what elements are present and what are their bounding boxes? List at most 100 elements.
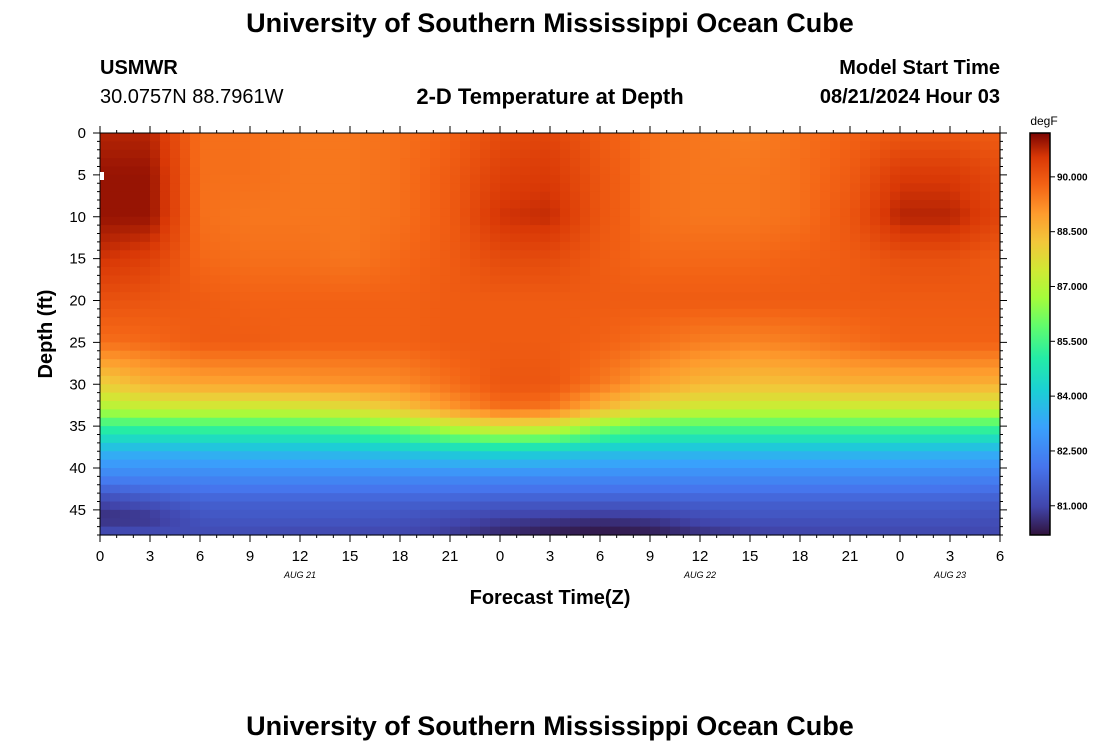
heatmap-cell [800,275,811,285]
heatmap-cell [630,158,641,168]
heatmap-cell [100,451,111,461]
heatmap-cell [480,300,491,310]
heatmap-cell [430,417,441,427]
heatmap-cell [590,501,601,511]
y-tick-label: 15 [69,251,86,268]
heatmap-cell [660,300,671,310]
heatmap-cell [620,359,631,369]
heatmap-cell [140,241,151,251]
heatmap-cell [940,133,951,142]
heatmap-cell [490,468,501,477]
heatmap-cell [540,200,551,209]
heatmap-cell [550,225,561,235]
heatmap-cell [230,484,241,494]
heatmap-cell [940,459,951,469]
heatmap-cell [620,434,631,444]
heatmap-cell [450,342,461,352]
heatmap-cell [680,468,691,477]
heatmap-cell [760,233,771,243]
heatmap-cell [960,174,971,184]
heatmap-cell [810,141,821,151]
heatmap-cell [160,384,171,394]
heatmap-cell [200,434,211,444]
heatmap-cell [260,526,271,536]
heatmap-cell [980,308,991,318]
heatmap-cell [870,334,881,343]
heatmap-cell [180,451,191,461]
heatmap-cell [120,442,131,452]
heatmap-cell [830,367,841,377]
heatmap-cell [110,149,121,159]
heatmap-cell [110,459,121,469]
heatmap-cell [550,350,561,360]
heatmap-cell [950,267,961,276]
heatmap-cell [830,174,841,184]
heatmap-cell [150,367,161,377]
heatmap-cell [910,208,921,218]
heatmap-cell [470,208,481,218]
heatmap-cell [180,325,191,335]
heatmap-cell [550,501,561,511]
heatmap-cell [360,191,371,201]
heatmap-cell [480,174,491,184]
heatmap-cell [450,518,461,528]
heatmap-cell [960,250,971,260]
heatmap-cell [730,451,741,461]
heatmap-cell [730,484,741,494]
heatmap-cell [880,300,891,310]
heatmap-cell [110,283,121,293]
heatmap-cell [240,292,251,302]
heatmap-cell [750,308,761,318]
heatmap-cell [100,292,111,302]
heatmap-cell [810,426,821,436]
heatmap-cell [680,174,691,184]
heatmap-cell [590,359,601,369]
heatmap-cell [110,267,121,276]
heatmap-cell [960,233,971,243]
heatmap-cell [900,166,911,176]
heatmap-cell [870,216,881,226]
heatmap-cell [150,325,161,335]
heatmap-cell [220,275,231,285]
heatmap-cell [440,401,451,410]
heatmap-cell [130,275,141,285]
heatmap-cell [260,233,271,243]
heatmap-cell [290,342,301,352]
heatmap-cell [510,526,521,536]
heatmap-cell [690,359,701,369]
heatmap-cell [710,359,721,369]
heatmap-cell [590,426,601,436]
heatmap-cell [260,375,271,385]
heatmap-cell [420,191,431,201]
heatmap-cell [180,292,191,302]
heatmap-cell [450,183,461,193]
heatmap-cell [580,342,591,352]
heatmap-cell [850,267,861,276]
heatmap-cell [630,225,641,235]
heatmap-cell [920,174,931,184]
heatmap-cell [200,409,211,419]
heatmap-cell [480,401,491,410]
heatmap-cell [730,300,741,310]
heatmap-cell [320,484,331,494]
heatmap-cell [580,434,591,444]
heatmap-cell [910,275,921,285]
heatmap-cell [100,359,111,369]
heatmap-cell [570,342,581,352]
heatmap-cell [130,191,141,201]
heatmap-cell [980,317,991,327]
heatmap-cell [670,225,681,235]
heatmap-cell [190,216,201,226]
heatmap-cell [620,267,631,276]
heatmap-cell [370,250,381,260]
heatmap-cell [510,392,521,402]
heatmap-cell [810,359,821,369]
heatmap-cell [340,459,351,469]
heatmap-cell [120,233,131,243]
heatmap-cell [780,334,791,343]
heatmap-cell [540,308,551,318]
heatmap-cell [680,518,691,528]
heatmap-cell [230,241,241,251]
heatmap-cell [590,250,601,260]
heatmap-cell [610,375,621,385]
